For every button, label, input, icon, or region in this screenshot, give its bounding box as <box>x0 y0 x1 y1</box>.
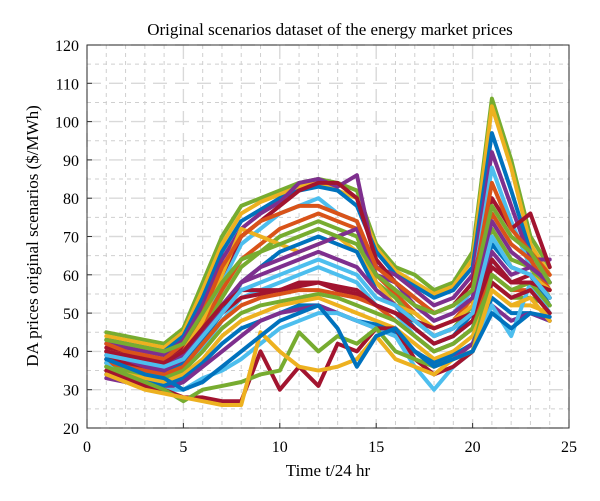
series-layer <box>104 96 552 407</box>
y-tick-label: 110 <box>56 76 79 93</box>
y-tick-label: 100 <box>55 115 79 132</box>
series-line <box>104 303 552 392</box>
y-axis-ticks: 20 30 40 50 60 70 80 90 100 110 120 <box>55 38 92 438</box>
x-tick-label: 25 <box>561 439 577 456</box>
y-tick-label: 60 <box>63 268 79 285</box>
chart-title: Original scenarios dataset of the energy… <box>147 20 513 39</box>
series-line <box>104 288 552 384</box>
x-tick-label: 10 <box>272 439 288 456</box>
series-line <box>104 280 552 381</box>
x-axis-label: Time t/24 hr <box>286 461 371 480</box>
x-axis-ticks: 0 5 10 15 20 25 <box>83 423 577 456</box>
x-tick-label: 0 <box>83 439 91 456</box>
y-tick-label: 120 <box>55 38 79 55</box>
y-tick-label: 80 <box>63 191 79 208</box>
x-tick-label: 20 <box>465 439 481 456</box>
y-tick-label: 50 <box>63 306 79 323</box>
y-axis-label: DA prices original scenarios ($/MWh) <box>23 105 42 367</box>
y-tick-label: 40 <box>63 344 79 361</box>
series-line <box>104 234 552 369</box>
x-tick-label: 5 <box>179 439 187 456</box>
x-tick-label: 15 <box>368 439 384 456</box>
y-tick-label: 30 <box>63 383 79 400</box>
series-line <box>104 203 552 354</box>
y-tick-label: 90 <box>63 153 79 170</box>
y-tick-label: 70 <box>63 230 79 247</box>
y-tick-label: 20 <box>63 421 79 438</box>
